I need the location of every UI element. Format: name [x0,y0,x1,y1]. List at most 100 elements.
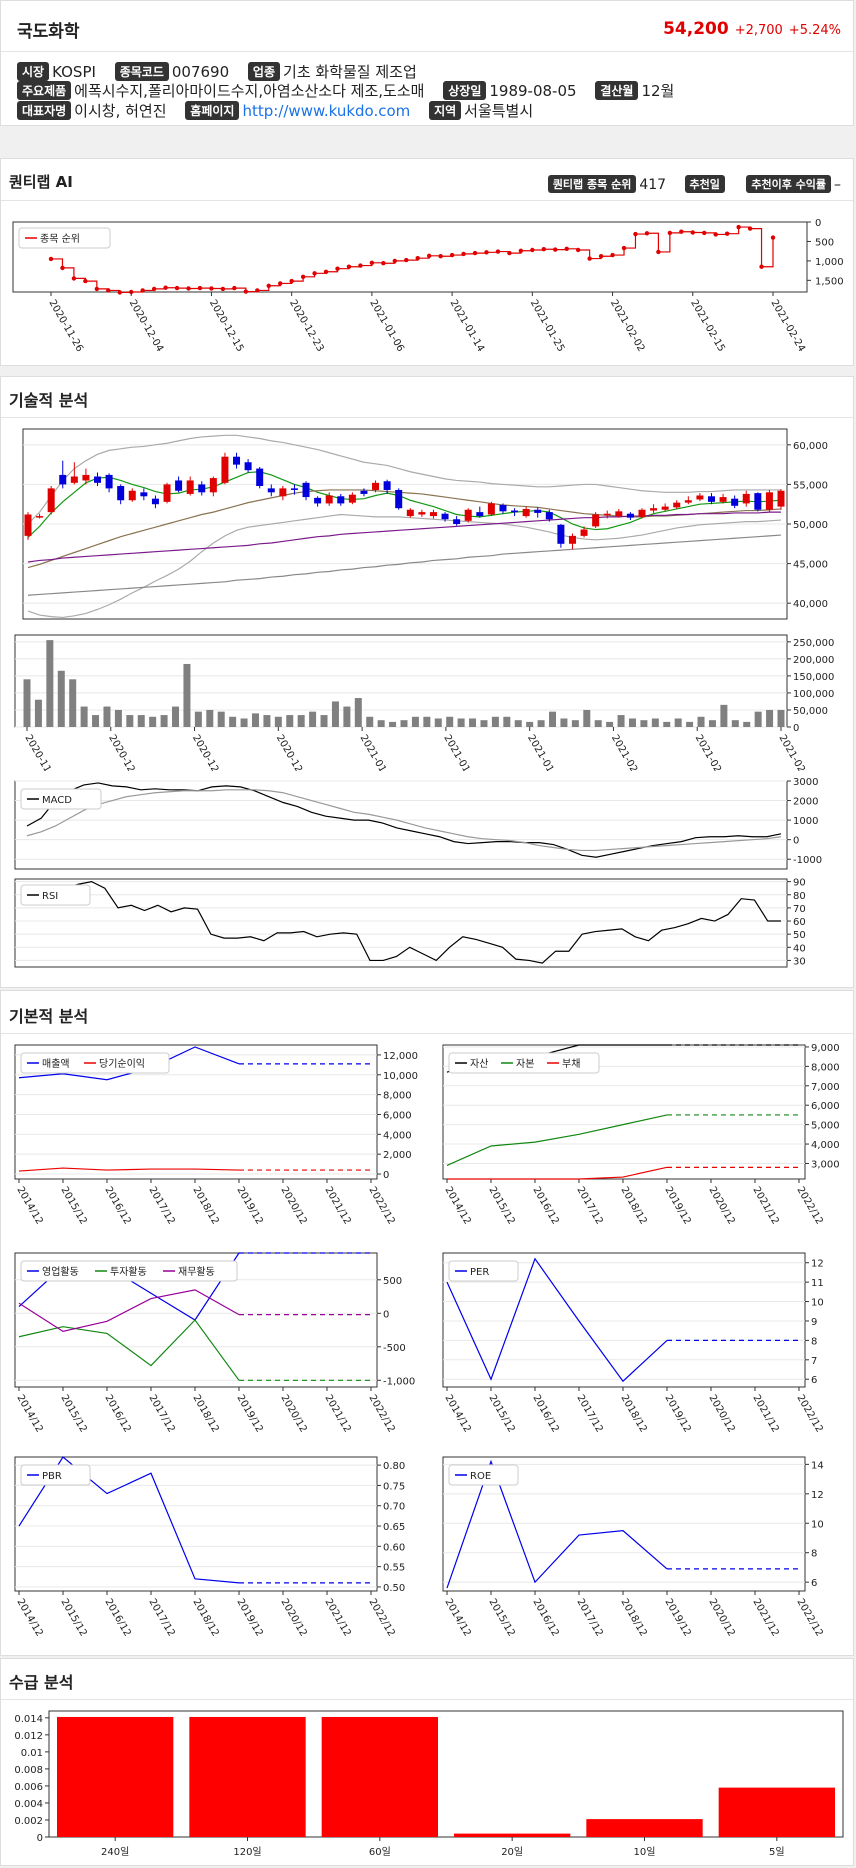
x-tick-label: 2020-12-16 [190,733,229,771]
rank-point [392,258,398,264]
y-tick-label: 0.60 [383,1542,405,1553]
candle-body [302,482,310,498]
y-tick-label: 0 [37,1833,43,1844]
x-tick-label: 2014/12 [14,1393,44,1434]
products-tag: 주요제품 [17,81,72,100]
y-tick-label: 60,000 [793,441,828,452]
rank-point [587,256,592,261]
price-change-pct: +5.24% [788,23,841,38]
x-tick-label: 5일 [769,1846,785,1858]
x-tick-label: 240일 [101,1846,129,1858]
candle-body [360,490,368,494]
volume-bar [160,715,168,727]
y-tick-label: 150,000 [793,672,834,683]
candle-body [742,493,750,504]
volume-bar [617,715,625,727]
candle-body [256,468,264,486]
volume-chart: 0 50,000 100,000 150,000 200,000 250,000 2020-… [14,634,834,771]
candle-body [94,476,102,483]
stock-header-card: 국도화학 54,200 +2,700 +5.24% 시장 KOSPI 종목코드 0076… [0,0,854,126]
y-tick-label: 0.014 [14,1714,43,1725]
rank-point [151,286,157,292]
rank-point [507,250,512,256]
volume-bar [46,640,54,727]
rank-point [369,260,375,266]
volume-bar [172,706,180,727]
x-tick-label: 2014/12 [14,1185,44,1226]
plot-frame [14,1252,378,1388]
ceo-value: 이시창, 허연진 [74,102,167,120]
x-tick-label: 2020-11-26 [46,298,85,354]
volume-bar [194,711,202,727]
candle-body [383,481,391,490]
candle-body [511,510,519,513]
y-tick-label: 6 [811,1375,817,1386]
volume-bar [640,720,648,727]
rank-point [553,247,558,252]
x-tick-label: 2022/12 [366,1393,396,1434]
y-tick-label: 4,000 [811,1140,840,1151]
x-tick-label: 2021-02-15 [688,298,727,354]
legend-label: MACD [42,795,72,806]
candle-body [615,511,623,517]
x-tick-label: 2019/12 [234,1185,264,1226]
y-tick-label: 8,000 [383,1091,412,1102]
rank-point [278,281,283,286]
rank-point [736,224,741,230]
candle-body [372,482,380,490]
rank-point [484,250,489,255]
candle-body [777,490,785,507]
volume-bar [560,718,568,727]
series-line [18,1289,240,1333]
rank-point [209,286,214,291]
rank-point [759,264,764,269]
y-tick-label: 500 [383,1276,402,1287]
rank-point [83,278,88,284]
rank-point [621,245,627,251]
rank-point [495,249,501,254]
ma-line-ma120 [27,534,782,596]
rank-point [449,252,455,258]
candle-body [429,512,437,517]
ceo-tag: 대표자명 [17,101,72,120]
x-tick-label: 2017/12 [146,1597,176,1638]
candle-body [244,462,252,471]
homepage-link[interactable]: http://www.kukdo.com [242,102,411,120]
volume-bar [583,709,591,727]
rank-point [472,250,478,256]
volume-bar [777,709,785,727]
x-tick-label: 2016/12 [102,1597,132,1638]
candle-body [128,490,136,501]
x-tick-label: 2015/12 [486,1185,516,1226]
candle-body [36,516,44,518]
volume-bar [697,716,705,727]
legend-label: 당기순이익 [99,1058,145,1070]
band-upper-line [27,434,781,525]
x-tick-label: 2020-12-15 [207,298,246,354]
candle-body [151,498,159,505]
rsi-line [64,880,781,964]
x-tick-label: 2020/12 [706,1393,736,1434]
candle-body [707,496,715,502]
candle-body [70,476,78,483]
volume-bar [389,721,397,727]
y-tick-label: 50,000 [793,520,828,531]
y-tick-label: 50,000 [793,706,828,717]
volume-bar [594,720,602,727]
volume-bar [766,709,774,727]
rank-point [220,286,226,292]
y-tick-label: 3000 [793,777,818,788]
volume-bar [457,718,465,727]
rank-point [633,231,638,237]
rank-point [530,247,535,253]
fundamental-title: 기본적 분석 [9,1007,89,1026]
legend-label: 재무활동 [178,1265,215,1278]
volume-bar [731,720,739,727]
volume-bar [57,670,65,727]
rank-chart: 0 500 1,000 1,500 2020-11-26 2020-12-04 2020-1… [12,218,844,354]
plot-frame [442,1456,806,1592]
x-tick-label: 2017/12 [574,1393,604,1434]
y-tick-label: 6,000 [811,1101,840,1112]
supply-bar [321,1716,438,1837]
industry-value: 기초 화학물질 제조업 [283,63,417,81]
